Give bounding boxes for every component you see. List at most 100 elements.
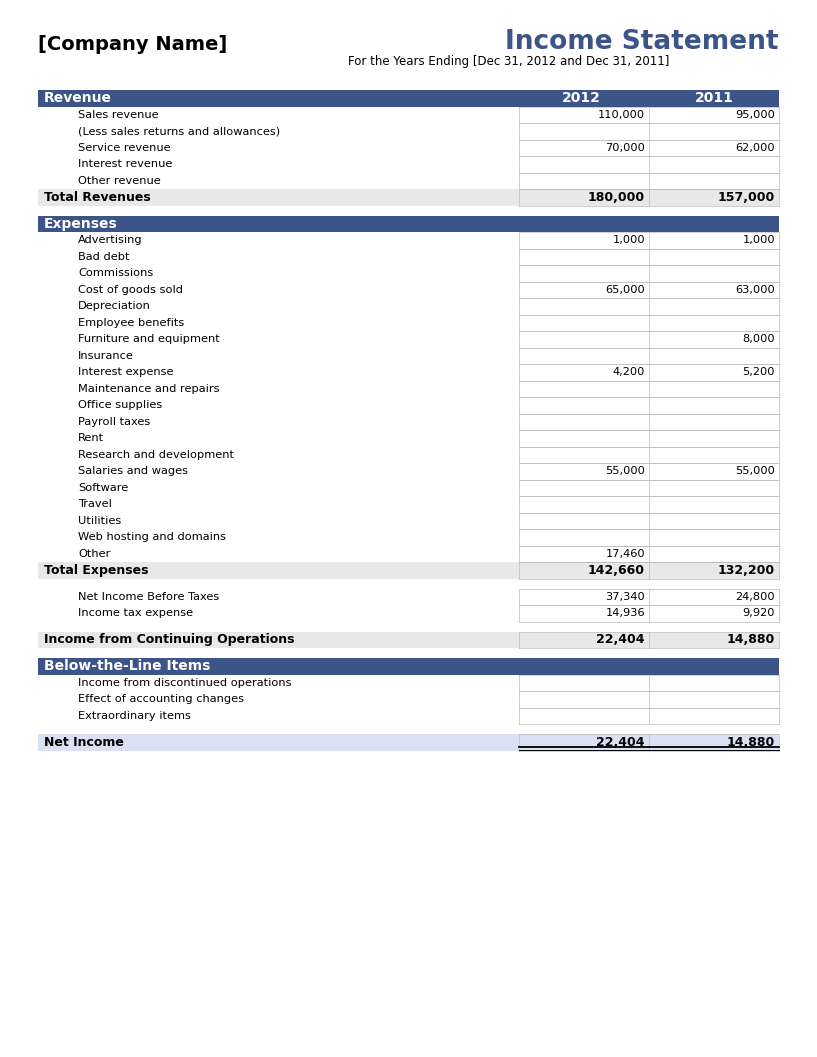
- Text: Interest revenue: Interest revenue: [78, 160, 172, 169]
- Bar: [38, 631, 779, 648]
- Text: Cost of goods sold: Cost of goods sold: [78, 284, 183, 295]
- Bar: [38, 605, 779, 622]
- Bar: [38, 331, 779, 348]
- Bar: [38, 545, 779, 562]
- Text: 70,000: 70,000: [605, 143, 645, 153]
- Text: Bad debt: Bad debt: [78, 252, 130, 262]
- Bar: [38, 265, 779, 281]
- Text: 8,000: 8,000: [743, 334, 775, 345]
- Text: 14,880: 14,880: [727, 633, 775, 646]
- Text: 1,000: 1,000: [743, 236, 775, 245]
- Text: Utilities: Utilities: [78, 516, 121, 525]
- Text: Advertising: Advertising: [78, 236, 143, 245]
- Text: Revenue: Revenue: [44, 91, 112, 106]
- Text: Research and development: Research and development: [78, 449, 234, 460]
- Text: 1,000: 1,000: [613, 236, 645, 245]
- Text: 9,920: 9,920: [743, 608, 775, 618]
- Text: 95,000: 95,000: [735, 110, 775, 119]
- Bar: [38, 659, 779, 674]
- Text: 14,880: 14,880: [727, 736, 775, 748]
- Bar: [38, 528, 779, 545]
- Text: Net Income Before Taxes: Net Income Before Taxes: [78, 592, 219, 601]
- Text: 2012: 2012: [561, 91, 600, 106]
- Text: Total Revenues: Total Revenues: [44, 190, 151, 204]
- Bar: [38, 496, 779, 513]
- Text: Expenses: Expenses: [44, 217, 118, 230]
- Text: Furniture and equipment: Furniture and equipment: [78, 334, 220, 345]
- Text: Insurance: Insurance: [78, 351, 134, 360]
- Text: 17,460: 17,460: [605, 549, 645, 559]
- Bar: [38, 364, 779, 381]
- Text: Below-the-Line Items: Below-the-Line Items: [44, 660, 210, 673]
- Bar: [38, 480, 779, 496]
- Bar: [38, 172, 779, 189]
- Text: Income tax expense: Income tax expense: [78, 608, 193, 618]
- Bar: [38, 413, 779, 430]
- Text: 142,660: 142,660: [588, 563, 645, 577]
- Text: 22,404: 22,404: [596, 633, 645, 646]
- Text: Income Statement: Income Statement: [506, 29, 779, 55]
- Bar: [38, 90, 779, 107]
- Text: Other revenue: Other revenue: [78, 175, 161, 186]
- Bar: [38, 216, 779, 231]
- Text: Employee benefits: Employee benefits: [78, 318, 185, 328]
- Bar: [38, 298, 779, 315]
- Bar: [38, 707, 779, 724]
- Bar: [38, 381, 779, 397]
- Text: 22,404: 22,404: [596, 736, 645, 748]
- Text: 110,000: 110,000: [598, 110, 645, 119]
- Text: (Less sales returns and allowances): (Less sales returns and allowances): [78, 126, 280, 136]
- Text: Net Income: Net Income: [44, 736, 124, 748]
- Text: Payroll taxes: Payroll taxes: [78, 416, 150, 427]
- Text: 14,936: 14,936: [605, 608, 645, 618]
- Text: Commissions: Commissions: [78, 268, 154, 278]
- Text: For the Years Ending [Dec 31, 2012 and Dec 31, 2011]: For the Years Ending [Dec 31, 2012 and D…: [348, 56, 669, 69]
- Text: 63,000: 63,000: [735, 284, 775, 295]
- Bar: [38, 691, 779, 707]
- Bar: [38, 734, 779, 750]
- Bar: [38, 348, 779, 364]
- Text: Income from discontinued operations: Income from discontinued operations: [78, 678, 292, 688]
- Bar: [38, 562, 779, 578]
- Text: Other: Other: [78, 549, 110, 559]
- Text: 4,200: 4,200: [613, 367, 645, 377]
- Text: Office supplies: Office supplies: [78, 401, 163, 410]
- Text: Maintenance and repairs: Maintenance and repairs: [78, 384, 220, 394]
- Bar: [38, 156, 779, 172]
- Text: 157,000: 157,000: [718, 190, 775, 204]
- Bar: [38, 446, 779, 463]
- Text: Service revenue: Service revenue: [78, 143, 171, 153]
- Bar: [38, 397, 779, 413]
- Bar: [38, 463, 779, 480]
- Text: Extraordinary items: Extraordinary items: [78, 710, 191, 721]
- Text: Sales revenue: Sales revenue: [78, 110, 158, 119]
- Text: Software: Software: [78, 483, 128, 493]
- Text: 132,200: 132,200: [718, 563, 775, 577]
- Bar: [38, 281, 779, 298]
- Bar: [38, 189, 779, 205]
- Text: Interest expense: Interest expense: [78, 367, 173, 377]
- Bar: [38, 513, 779, 528]
- Bar: [38, 248, 779, 265]
- Bar: [38, 315, 779, 331]
- Text: 55,000: 55,000: [605, 466, 645, 477]
- Text: 180,000: 180,000: [588, 190, 645, 204]
- Text: Rent: Rent: [78, 433, 104, 443]
- Bar: [38, 674, 779, 691]
- Text: 62,000: 62,000: [735, 143, 775, 153]
- Text: 37,340: 37,340: [605, 592, 645, 601]
- Bar: [38, 107, 779, 123]
- Bar: [38, 589, 779, 605]
- Text: Web hosting and domains: Web hosting and domains: [78, 533, 226, 542]
- Text: Salaries and wages: Salaries and wages: [78, 466, 188, 477]
- Text: Income from Continuing Operations: Income from Continuing Operations: [44, 633, 294, 646]
- Text: 2011: 2011: [694, 91, 734, 106]
- Bar: [38, 140, 779, 156]
- Text: 24,800: 24,800: [735, 592, 775, 601]
- Text: [Company Name]: [Company Name]: [38, 36, 227, 55]
- Bar: [38, 231, 779, 248]
- Bar: [38, 123, 779, 140]
- Text: Total Expenses: Total Expenses: [44, 563, 149, 577]
- Text: 5,200: 5,200: [743, 367, 775, 377]
- Text: 65,000: 65,000: [605, 284, 645, 295]
